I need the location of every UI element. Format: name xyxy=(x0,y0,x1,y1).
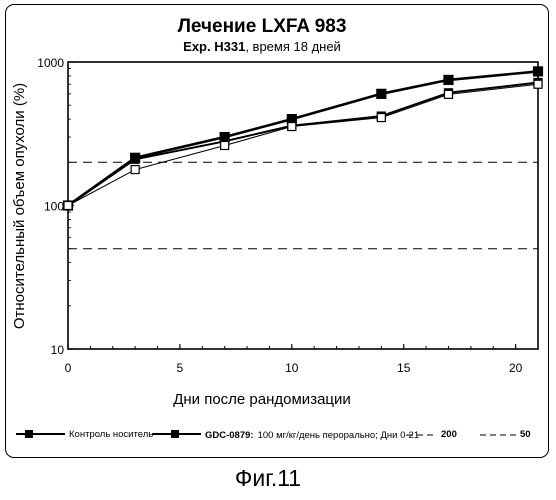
chart-subtitle-duration: , время 18 дней xyxy=(245,39,341,54)
y-tick-label-100: 100 xyxy=(44,200,64,214)
series-2-point-3 xyxy=(288,123,296,131)
series-0-point-4 xyxy=(377,89,386,98)
series-2-point-0 xyxy=(64,202,72,210)
legend-label-treatment-regimen: 100 мг/кг/день перорально; Дни 0-21 xyxy=(258,430,420,441)
legend-marker-control xyxy=(25,430,33,438)
series-2-point-2 xyxy=(221,141,229,149)
x-tick-label-15: 15 xyxy=(397,361,411,375)
chart-subtitle-experiment: Exp. H331 xyxy=(183,39,245,54)
y-axis-label: Относительный объем опухоли (%) xyxy=(11,83,28,329)
legend-label-treatment: GDC-0879: 100 мг/кг/день перорально; Дни … xyxy=(205,430,419,441)
series-1-point-1 xyxy=(131,155,139,163)
figure-label: Фиг.11 xyxy=(235,465,301,491)
x-tick-label-0: 0 xyxy=(65,361,72,375)
y-tick-label-1000: 1000 xyxy=(37,56,64,70)
plot-area xyxy=(68,62,538,349)
legend-label-ref-200: 200 xyxy=(441,429,457,440)
series-2-point-6 xyxy=(534,80,542,88)
series-0-point-5 xyxy=(444,75,453,84)
chart-subtitle: Exp. H331, время 18 дней xyxy=(183,39,341,54)
chart-title: Лечение LXFA 983 xyxy=(178,16,347,37)
legend-label-control: Контроль носитель xyxy=(69,429,153,440)
series-2-point-4 xyxy=(377,114,385,122)
legend-marker-treatment xyxy=(171,430,179,438)
series-2-point-5 xyxy=(444,90,452,98)
y-tick-label-10: 10 xyxy=(51,343,65,357)
series-0-point-6 xyxy=(534,67,543,76)
x-tick-label-10: 10 xyxy=(285,361,299,375)
series-1-line xyxy=(68,83,538,206)
legend-label-treatment-compound: GDC-0879: xyxy=(205,430,254,441)
x-axis-label: Дни после рандомизации xyxy=(173,391,351,408)
x-tick-label-20: 20 xyxy=(509,361,523,375)
series-2-line xyxy=(68,84,538,205)
reference-lines xyxy=(68,162,538,248)
data-series xyxy=(64,67,543,210)
legend-label-ref-50: 50 xyxy=(520,429,531,440)
legend: Контроль носитель GDC-0879: 100 мг/кг/ден… xyxy=(16,429,531,441)
series-2-point-1 xyxy=(131,166,139,174)
x-tick-label-5: 5 xyxy=(177,361,184,375)
